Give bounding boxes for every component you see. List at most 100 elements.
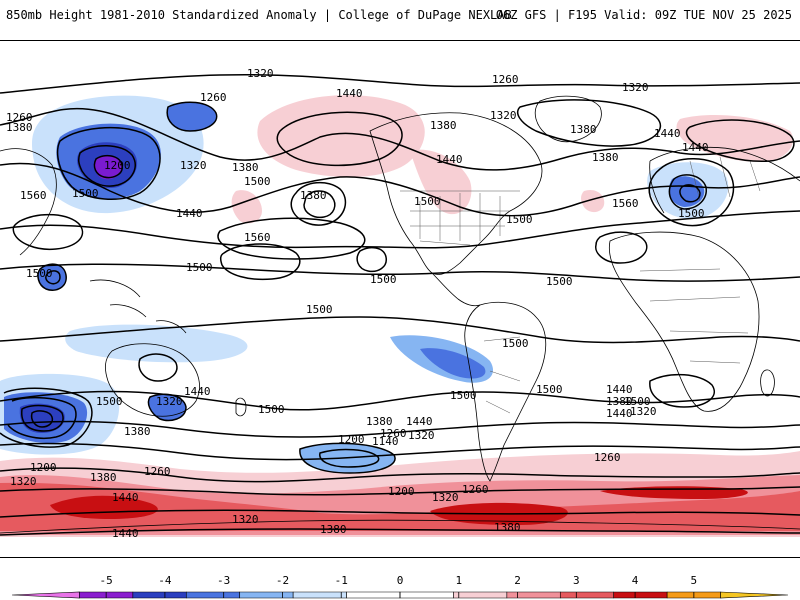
- contour-label: 1560: [244, 231, 271, 244]
- contour-label: 1140: [372, 435, 399, 448]
- contour-1440-south: [0, 420, 800, 438]
- contour-1380-north: [0, 107, 800, 171]
- contour-label: 1500: [72, 187, 99, 200]
- colorbar-tick-label: -2: [276, 574, 289, 587]
- model-run-info: 06Z GFS | F195 Valid: 09Z TUE NOV 25 202…: [495, 8, 792, 22]
- contour-label: 1380: [592, 151, 619, 164]
- colorbar-tick-label: 3: [573, 574, 580, 587]
- border-us-mexico: [419, 240, 471, 246]
- contour-label: 1260: [462, 483, 489, 496]
- contour-label: 1260: [6, 111, 33, 124]
- colorbar-segment: [292, 591, 347, 599]
- contour-label: 1560: [612, 197, 639, 210]
- contour-label: 1500: [186, 261, 213, 274]
- border-south-america-interior: [483, 336, 521, 414]
- contour-label: 1320: [630, 405, 657, 418]
- contour-1440-north: [0, 162, 800, 217]
- contour-label: 1440: [682, 141, 709, 154]
- contour-label: 1500: [624, 395, 651, 408]
- colorbar-segment: [453, 591, 508, 599]
- contour-label: 1320: [490, 109, 517, 122]
- anomaly-region-hudson-low-max: [94, 155, 123, 180]
- contour-1320-north: [0, 73, 800, 94]
- contour-hudson-low-ring-3: [93, 154, 123, 179]
- anomaly-region-africa-west-high: [581, 189, 605, 213]
- anomaly-region-southern-band-strong: [0, 482, 800, 531]
- coastline-maritime-continent: [89, 279, 187, 334]
- contour-label: 1440: [336, 87, 363, 100]
- contour-label: 1440: [654, 127, 681, 140]
- contour-pacific-low-inner: [303, 190, 336, 219]
- colorbar-segment: [11, 591, 80, 599]
- contour-alaska-high: [276, 111, 403, 167]
- contour-1380-far-south: [0, 509, 800, 518]
- colorbar-segment: [239, 591, 294, 599]
- contour-label: 1320: [247, 67, 274, 80]
- contour-label: 1440: [436, 153, 463, 166]
- contour-label: 1560: [20, 189, 47, 202]
- contour-label: 1500: [502, 337, 529, 350]
- contour-scandinavia-1440: [685, 119, 795, 162]
- contour-label: 1380: [124, 425, 151, 438]
- contour-label: 1440: [112, 491, 139, 504]
- anomaly-region-alaska-high-light: [257, 95, 425, 177]
- contour-1560-subtropical-north: [217, 217, 366, 260]
- contour-label: 1260: [144, 465, 171, 478]
- contour-label: 1440: [606, 383, 633, 396]
- contour-label: 1380: [90, 471, 117, 484]
- contour-label: 1260: [380, 427, 407, 440]
- colorbar-segments: [11, 591, 789, 599]
- map-title: 850mb Height 1981-2010 Standardized Anom…: [6, 8, 512, 22]
- contour-label: 1500: [258, 403, 285, 416]
- anomaly-region-europe-low-core: [668, 176, 705, 207]
- colorbar-tick-label: 2: [514, 574, 521, 587]
- contour-label: 1440: [606, 407, 633, 420]
- anomaly-region-eastern-pacific-low: [38, 264, 67, 291]
- contour-1440-far-south: [0, 528, 800, 536]
- contour-label: 1200: [30, 461, 57, 474]
- contour-label: 1500: [244, 175, 271, 188]
- contour-hudson-low-ring-1: [56, 126, 161, 200]
- contour-label: 1500: [678, 207, 705, 220]
- colorbar-tick-label: -3: [217, 574, 230, 587]
- contour-label: 1380: [430, 119, 457, 132]
- colorbar-tick-label: 5: [691, 574, 698, 587]
- contour-label: 1320: [232, 513, 259, 526]
- contour-label: 1380: [232, 161, 259, 174]
- border-us-states-grid: [410, 193, 510, 241]
- contour-greenland-low: [166, 101, 218, 132]
- contour-label: 1200: [104, 159, 131, 172]
- contour-label: 1380: [320, 523, 347, 536]
- anomaly-colorbar: -5 -4 -3 -2 -1 0 1 2 3 4 5: [0, 570, 800, 600]
- contour-label: 1260: [594, 451, 621, 464]
- contour-1320-south: [0, 467, 800, 483]
- colorbar-segment: [399, 591, 454, 599]
- contour-label: 1320: [622, 81, 649, 94]
- contour-1500-tropics-north: [0, 263, 800, 282]
- colorbar-segment: [506, 591, 561, 599]
- contour-1380-south: [0, 442, 800, 461]
- anomaly-region-greenland-low: [167, 102, 217, 131]
- contour-label: 1320: [10, 475, 37, 488]
- contour-label: 1260: [492, 73, 519, 86]
- colorbar-tick-label: 0: [397, 574, 404, 587]
- contour-label: 1380: [570, 123, 597, 136]
- contour-1560-north-atlantic: [12, 213, 84, 251]
- contour-label: 1500: [370, 273, 397, 286]
- colorbar-tick-label: 1: [455, 574, 462, 587]
- contour-1500-midlat: [0, 210, 800, 249]
- contour-south-africa-1500: [649, 373, 715, 408]
- colorbar-segment: [720, 591, 789, 599]
- contour-label: 1380: [366, 415, 393, 428]
- contour-labels: 1320 1260 1440 1260 1320 1380 1380 1320 …: [6, 67, 709, 540]
- anomaly-region-central-pacific-high: [231, 190, 262, 224]
- colorbar-segment: [185, 591, 241, 599]
- contour-label: 1440: [176, 207, 203, 220]
- contour-eastern-pacific-low: [37, 263, 67, 291]
- contour-1560-south-pacific: [356, 246, 387, 273]
- contour-southwest-low-ring-3: [21, 404, 64, 432]
- anomaly-region-equatorial-low: [65, 324, 248, 363]
- colorbar-tick-marks: [105, 592, 695, 598]
- contour-australia-1500: [138, 353, 178, 382]
